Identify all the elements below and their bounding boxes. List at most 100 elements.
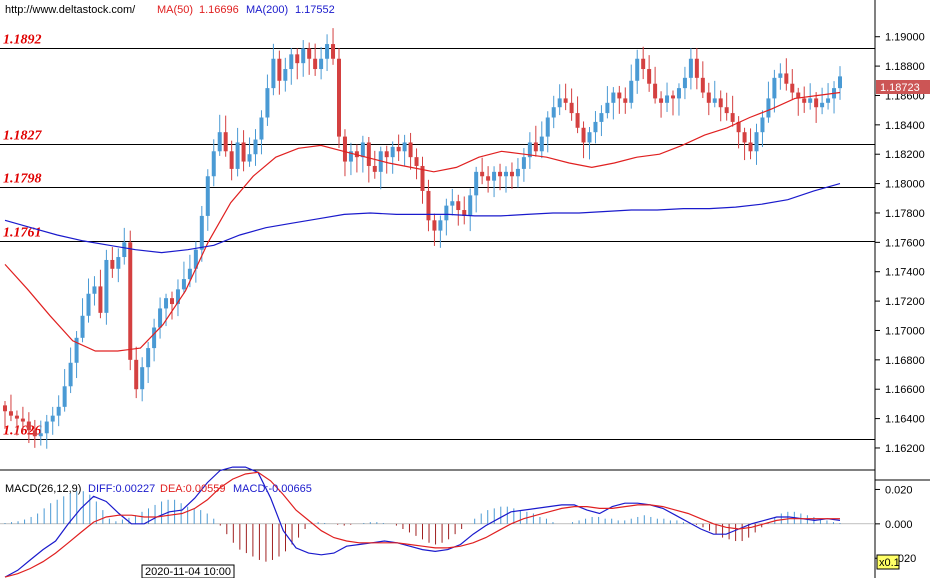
candle-body[interactable] [181,279,186,290]
candle-body[interactable] [342,136,347,162]
candle-body[interactable] [456,201,461,211]
candle-body[interactable] [718,98,723,108]
candle-body[interactable] [199,215,204,250]
candle-body[interactable] [289,54,294,70]
candle-body[interactable] [193,249,198,269]
candle-body[interactable] [498,171,503,177]
candle-body[interactable] [605,102,610,114]
candle-body[interactable] [838,76,842,89]
candle-body[interactable] [820,102,825,108]
candle-body[interactable] [724,107,729,114]
candle-body[interactable] [694,58,699,78]
candle-body[interactable] [229,151,234,169]
candle-body[interactable] [235,142,240,169]
candle-body[interactable] [587,132,592,143]
candle-body[interactable] [659,98,664,103]
candle-body[interactable] [396,146,401,152]
candle-body[interactable] [217,132,222,152]
candle-body[interactable] [420,165,425,191]
candle-body[interactable] [563,98,568,103]
candle-body[interactable] [26,421,31,431]
candle-body[interactable] [223,132,228,152]
candle-body[interactable] [50,415,55,422]
candle-body[interactable] [617,92,622,99]
candle-body[interactable] [509,171,514,177]
candle-body[interactable] [647,69,652,84]
candle-body[interactable] [790,83,795,93]
candle-body[interactable] [426,190,431,221]
candle-body[interactable] [384,151,389,158]
candle-body[interactable] [348,151,353,162]
candle-body[interactable] [515,168,520,177]
candle-body[interactable] [170,298,174,305]
candle-body[interactable] [712,98,717,103]
candle-body[interactable] [653,83,658,99]
candle-body[interactable] [599,113,604,122]
candle-body[interactable] [307,48,312,59]
candle-body[interactable] [122,242,127,258]
candle-body[interactable] [164,298,169,309]
candle-body[interactable] [486,176,491,181]
candle-body[interactable] [92,286,97,294]
candle-body[interactable] [271,58,276,89]
candle-body[interactable] [748,142,753,152]
candle-body[interactable] [480,171,485,177]
candle-body[interactable] [784,73,789,84]
candle-body[interactable] [742,132,747,143]
candle-body[interactable] [551,107,556,118]
candle-body[interactable] [295,54,300,64]
candle-body[interactable] [337,58,341,137]
candle-body[interactable] [700,77,705,93]
candle-body[interactable] [527,142,532,158]
candle-body[interactable] [301,48,306,64]
candle-body[interactable] [8,411,13,416]
candle-body[interactable] [796,92,801,99]
candle-body[interactable] [557,98,562,108]
candle-body[interactable] [44,421,49,434]
candle-body[interactable] [175,289,180,305]
candle-body[interactable] [688,58,693,78]
candle-body[interactable] [62,386,67,407]
candle-body[interactable] [766,98,771,118]
candle-body[interactable] [253,139,258,155]
candle-body[interactable] [158,308,163,328]
candle-body[interactable] [116,257,121,269]
candle-body[interactable] [772,77,777,99]
candle-body[interactable] [611,92,616,103]
candle-body[interactable] [38,433,43,437]
candle-body[interactable] [86,293,91,316]
candle-body[interactable] [80,315,85,338]
candle-body[interactable] [110,259,115,269]
candle-body[interactable] [277,58,282,81]
candle-body[interactable] [581,127,586,143]
candle-body[interactable] [468,195,473,216]
candle-body[interactable] [641,58,646,70]
candle-body[interactable] [808,98,813,103]
candle-body[interactable] [706,92,711,103]
candle-body[interactable] [265,88,270,118]
candle-body[interactable] [575,113,580,128]
scale-badge[interactable] [876,554,900,570]
candle-body[interactable] [325,44,330,59]
candle-body[interactable] [754,132,759,152]
candle-body[interactable] [247,154,252,162]
candle-body[interactable] [372,165,377,172]
candle-body[interactable] [474,171,479,196]
candle-body[interactable] [134,359,139,390]
candle-body[interactable] [760,117,765,133]
candle-body[interactable] [140,367,145,390]
candle-body[interactable] [629,80,634,103]
candle-body[interactable] [74,337,79,363]
candle-body[interactable] [152,327,157,349]
candle-body[interactable] [211,151,216,177]
candle-body[interactable] [438,220,443,231]
candle-body[interactable] [241,142,246,162]
candle-body[interactable] [68,362,73,387]
candle-body[interactable] [736,121,741,133]
candle-body[interactable] [778,73,783,78]
candle-body[interactable] [635,58,640,81]
candle-body[interactable] [283,69,288,81]
candle-body[interactable] [730,113,735,122]
candle-body[interactable] [390,146,395,158]
candle-body[interactable] [20,418,25,422]
